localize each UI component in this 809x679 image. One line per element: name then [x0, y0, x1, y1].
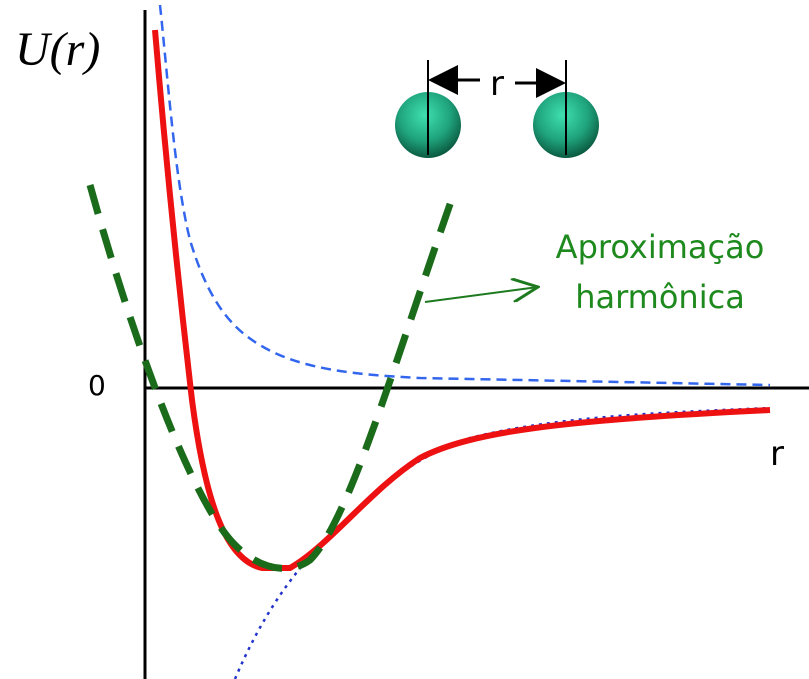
origin-label: 0 — [88, 369, 106, 402]
annotation-line: Aproximação — [556, 228, 765, 266]
attractive-curve — [233, 406, 771, 679]
x-axis-label: r — [770, 434, 784, 474]
annotation-arrow — [424, 287, 538, 303]
potential-curve — [152, 29, 771, 571]
harmonic-curve — [86, 184, 459, 572]
annotation-line: harmônica — [575, 278, 745, 316]
distance-label: r — [490, 64, 504, 104]
repulsive-curve — [158, 4, 771, 387]
y-axis-label: U(r) — [15, 23, 100, 76]
